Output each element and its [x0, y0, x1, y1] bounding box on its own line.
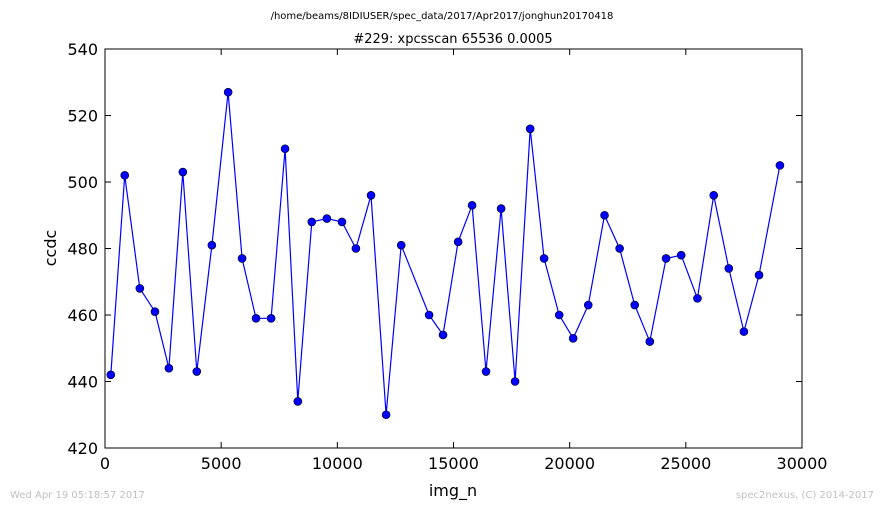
- data-point: [164, 363, 174, 373]
- y-tick-label: 440: [67, 373, 98, 392]
- x-tick-label: 15000: [428, 454, 479, 473]
- data-point: [251, 314, 261, 323]
- x-tick-label: 30000: [777, 454, 828, 473]
- data-point: [178, 167, 188, 177]
- data-point: [396, 240, 406, 250]
- data-point: [600, 210, 609, 220]
- x-tick-label: 5000: [201, 454, 242, 473]
- data-point: [739, 327, 749, 336]
- data-point: [630, 300, 640, 310]
- data-point: [676, 250, 686, 260]
- x-tick-label: 0: [100, 454, 110, 473]
- data-point: [223, 87, 233, 97]
- data-point: [525, 124, 535, 134]
- data-point: [467, 200, 477, 210]
- data-point: [307, 217, 317, 227]
- data-series: [106, 87, 785, 420]
- data-point: [453, 237, 463, 247]
- data-point: [106, 370, 116, 380]
- data-point: [775, 161, 785, 170]
- data-point: [280, 144, 290, 154]
- data-point: [207, 240, 217, 250]
- data-point: [568, 333, 578, 343]
- data-point: [615, 244, 624, 253]
- data-point: [322, 214, 332, 223]
- data-point: [510, 377, 520, 386]
- data-point: [481, 367, 491, 376]
- data-point: [120, 171, 130, 180]
- data-point: [496, 204, 506, 213]
- y-tick-label: 460: [67, 306, 98, 325]
- data-point: [337, 217, 347, 227]
- x-tick-label: 10000: [312, 454, 363, 473]
- plot-area-frame: [104, 48, 803, 449]
- y-tick-label: 420: [67, 439, 98, 458]
- x-tick-label: 25000: [660, 454, 711, 473]
- footer-credit: spec2nexus, (C) 2014-2017: [736, 490, 874, 501]
- data-point: [724, 264, 734, 273]
- data-point: [135, 284, 145, 293]
- y-tick-label: 520: [67, 107, 98, 126]
- y-axis-label: ccdc: [41, 230, 60, 267]
- data-point: [351, 244, 361, 253]
- data-point: [661, 254, 671, 263]
- data-point: [693, 294, 702, 303]
- data-point: [293, 397, 303, 406]
- data-point: [366, 191, 376, 200]
- data-point: [150, 307, 160, 316]
- y-axis-ticks: 420 440 460 480 500 520 540: [67, 40, 802, 458]
- data-point: [438, 330, 448, 340]
- chart-suptitle: /home/beams/8IDIUSER/spec_data/2017/Apr2…: [271, 11, 614, 22]
- data-point: [709, 191, 719, 200]
- data-point: [381, 410, 391, 420]
- y-tick-label: 540: [67, 40, 98, 59]
- y-tick-label: 500: [67, 173, 98, 192]
- data-point: [645, 337, 655, 346]
- data-point: [192, 367, 202, 376]
- data-point: [554, 310, 564, 320]
- data-point: [237, 254, 247, 263]
- y-tick-label: 480: [67, 240, 98, 259]
- data-point: [583, 300, 593, 310]
- data-point: [424, 310, 434, 320]
- footer-timestamp: Wed Apr 19 05:18:57 2017: [10, 490, 145, 501]
- x-axis-label: img_n: [429, 481, 477, 501]
- data-point: [266, 314, 276, 323]
- x-tick-label: 20000: [544, 454, 595, 473]
- x-axis-ticks: 0 5000 10000 15000 20000 25000 30000: [100, 49, 828, 473]
- data-point: [539, 254, 549, 263]
- data-point: [754, 270, 764, 280]
- chart-title: #229: xpcsscan 65536 0.0005: [353, 32, 552, 47]
